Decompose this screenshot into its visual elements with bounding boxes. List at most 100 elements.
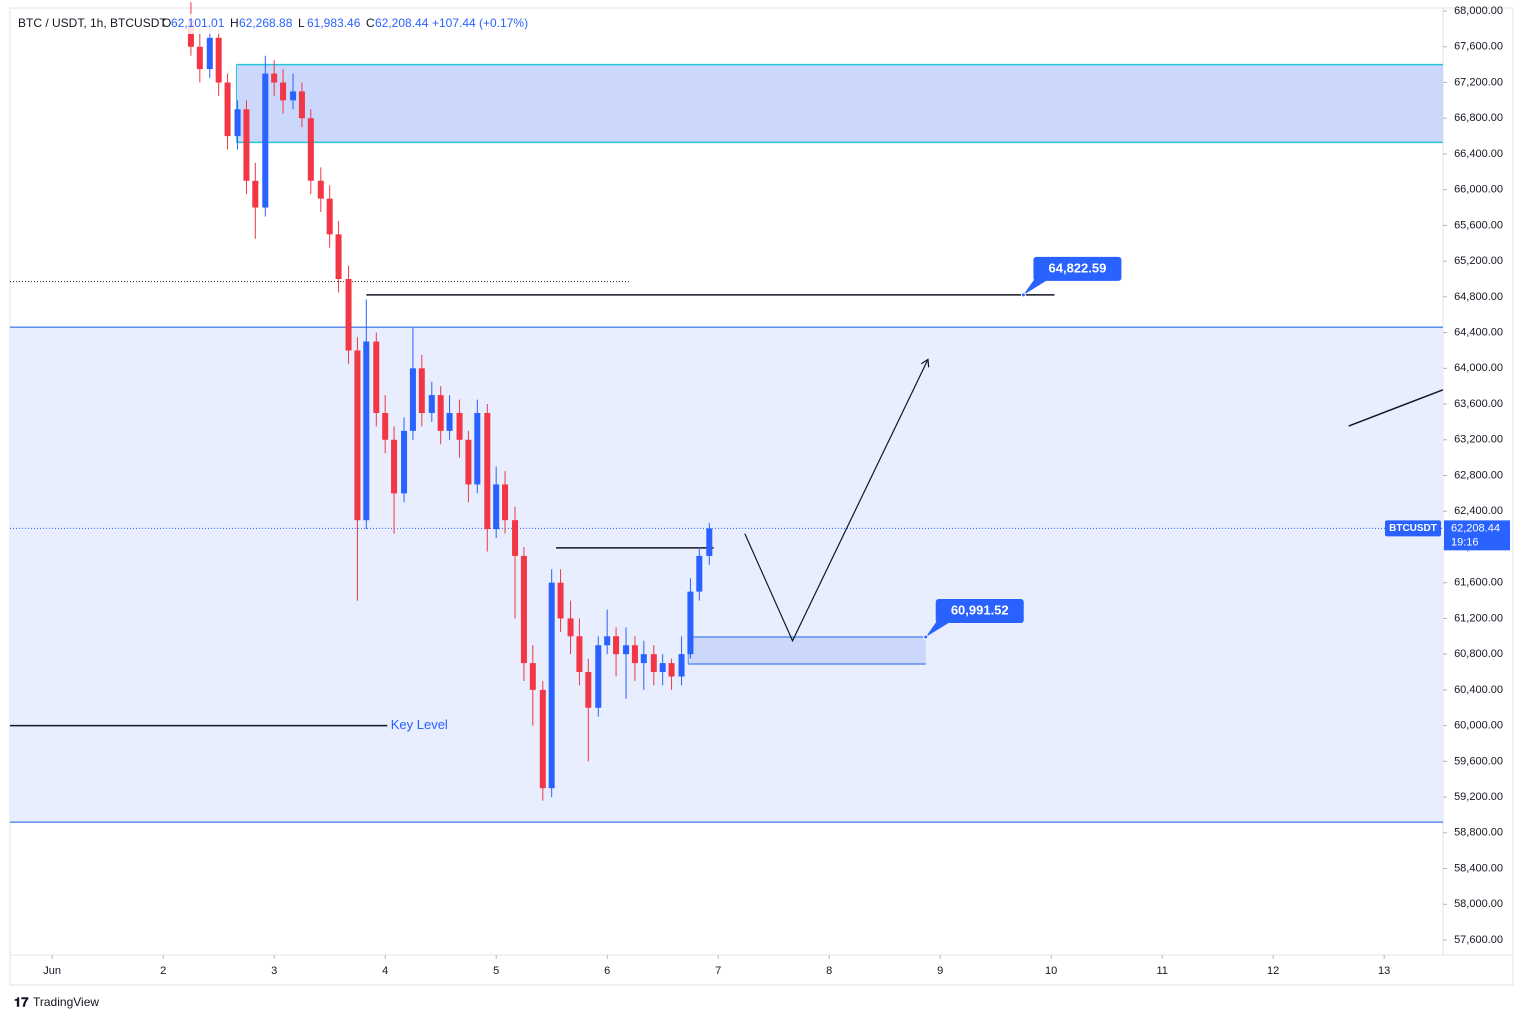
x-tick-label: 10 <box>1045 965 1057 977</box>
brand-logo: 𝟏𝟕 <box>14 994 29 1009</box>
projection-path <box>744 359 929 643</box>
candle-body <box>585 672 592 708</box>
candle-body <box>659 663 666 673</box>
candle-body <box>640 654 647 664</box>
arrow-head <box>920 358 930 368</box>
y-tick-label: 61,200.00 <box>1454 612 1503 624</box>
candle-body <box>595 645 602 708</box>
x-tick-label: 6 <box>604 965 610 977</box>
y-tick-label: 64,800.00 <box>1454 291 1503 303</box>
candle-body <box>520 555 527 664</box>
candle-body <box>262 73 269 208</box>
ohlc-key: O <box>162 16 171 30</box>
candle-body <box>678 654 685 677</box>
ohlc-key: L <box>298 16 305 30</box>
x-tick-label: 4 <box>382 965 388 977</box>
x-tick-label: 11 <box>1156 965 1167 977</box>
y-tick-label: 65,600.00 <box>1454 219 1503 231</box>
candle-body <box>206 37 213 70</box>
y-tick-label: 62,800.00 <box>1454 469 1503 481</box>
candle-body <box>428 395 435 413</box>
candle-body <box>706 528 713 556</box>
candle-body <box>290 91 297 101</box>
candle-body <box>437 395 444 431</box>
y-tick-label: 61,600.00 <box>1454 577 1503 589</box>
candle-body <box>373 341 380 413</box>
callout-box <box>935 599 1024 624</box>
key-level-label: Key Level <box>391 717 448 732</box>
y-tick-label: 67,200.00 <box>1454 76 1503 88</box>
price-tag <box>1444 520 1510 551</box>
y-tick-label: 59,600.00 <box>1454 755 1503 767</box>
candle-body <box>539 689 546 789</box>
candle-body <box>604 636 611 646</box>
candle-body <box>317 180 324 199</box>
x-tick-label: 2 <box>160 965 166 977</box>
candle-body <box>567 618 574 637</box>
symbol-tag-label: BTCUSDT <box>1389 523 1437 534</box>
candle-body <box>391 439 398 494</box>
callout-label: 60,991.52 <box>951 602 1009 617</box>
price-tag-label: 62,208.44 <box>1451 522 1500 534</box>
y-tick-label: 64,000.00 <box>1454 362 1503 374</box>
candle-body <box>474 412 481 485</box>
x-tick-label: 13 <box>1378 965 1390 977</box>
y-tick-label: 67,600.00 <box>1454 41 1503 53</box>
y-tick-label: 64,400.00 <box>1454 327 1503 339</box>
candle-body <box>576 636 583 673</box>
y-tick-label: 63,200.00 <box>1454 434 1503 446</box>
candle-body <box>234 109 241 137</box>
candle-body <box>631 645 638 664</box>
candle-body <box>613 636 620 655</box>
y-tick-label: 60,800.00 <box>1454 648 1503 660</box>
symbol: BTC / USDT, 1h, BTCUSDT <box>18 16 167 30</box>
y-tick-label: 66,000.00 <box>1454 184 1503 196</box>
candle-body <box>557 582 564 619</box>
ohlc-value: 62,268.88 <box>239 16 293 30</box>
zone <box>236 64 1443 143</box>
ohlc-value: 62,101.01 <box>171 16 225 30</box>
candle-body <box>446 412 453 431</box>
candle-body <box>687 591 694 655</box>
y-tick-label: 63,600.00 <box>1454 398 1503 410</box>
ohlc-key: C <box>366 16 375 30</box>
x-tick-label: 8 <box>826 965 832 977</box>
candle-body <box>382 412 389 440</box>
candle-body <box>493 484 500 530</box>
candle-body <box>529 663 536 690</box>
x-tick-label: Jun <box>43 965 61 977</box>
legend-header: BTC / USDT, 1h, BTCUSDT O 62,101.01 H 62,26… <box>12 14 532 34</box>
callout-label: 64,822.59 <box>1049 260 1107 275</box>
candle-body <box>280 82 287 101</box>
y-tick-label: 59,200.00 <box>1454 791 1503 803</box>
symbol-tag <box>1385 520 1441 537</box>
callout-anchor <box>923 634 929 640</box>
candle-body <box>271 73 278 83</box>
y-tick-label: 66,800.00 <box>1454 112 1503 124</box>
candle-body <box>252 180 259 208</box>
candle-body <box>512 520 519 556</box>
brand-name: TradingView <box>33 995 99 1009</box>
candle-body <box>335 234 342 280</box>
y-tick-label: 58,800.00 <box>1454 827 1503 839</box>
countdown: 19:16 <box>1451 536 1479 548</box>
candle-body <box>484 412 491 530</box>
zone <box>10 327 1443 823</box>
trend-line <box>1348 389 1444 427</box>
candle-body <box>363 341 370 521</box>
x-tick-label: 9 <box>937 965 943 977</box>
x-tick-label: 3 <box>271 965 277 977</box>
ohlc-value: 61,983.46 <box>307 16 361 30</box>
x-tick-label: 12 <box>1267 965 1279 977</box>
candle-body <box>345 279 352 351</box>
y-tick-label: 68,000.00 <box>1454 5 1503 17</box>
y-tick-label: 58,000.00 <box>1454 898 1503 910</box>
y-tick-label: 66,400.00 <box>1454 148 1503 160</box>
candle-body <box>409 368 416 431</box>
brand: 𝟏𝟕 TradingView <box>14 994 99 1009</box>
callout-anchor <box>1020 292 1026 298</box>
candle-body <box>456 412 463 440</box>
candle-body <box>224 82 231 137</box>
